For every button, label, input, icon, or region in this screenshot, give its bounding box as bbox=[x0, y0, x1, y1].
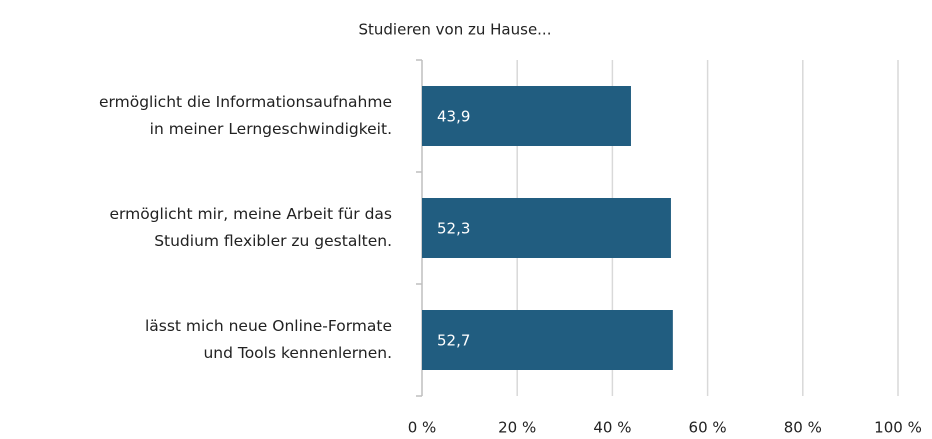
value-label: 52,3 bbox=[437, 220, 470, 238]
y-tick-label: ermöglicht mir, meine Arbeit für das Stu… bbox=[109, 205, 392, 250]
bar bbox=[422, 310, 673, 370]
value-label: 43,9 bbox=[437, 108, 470, 126]
x-tick-label: 80 % bbox=[784, 419, 822, 437]
x-tick-label: 100 % bbox=[874, 419, 922, 437]
y-tick-label: lässt mich neue Online-Formate und Tools… bbox=[144, 317, 392, 362]
x-tick-label: 20 % bbox=[498, 419, 536, 437]
y-tick-label: ermöglicht die Informationsaufnahme in m… bbox=[99, 93, 392, 138]
x-tick-label: 0 % bbox=[408, 419, 437, 437]
chart-title: Studieren von zu Hause... bbox=[359, 21, 552, 39]
bar bbox=[422, 198, 671, 258]
value-label: 52,7 bbox=[437, 332, 470, 350]
x-tick-label: 60 % bbox=[689, 419, 727, 437]
bar bbox=[422, 86, 631, 146]
x-tick-label: 40 % bbox=[593, 419, 631, 437]
